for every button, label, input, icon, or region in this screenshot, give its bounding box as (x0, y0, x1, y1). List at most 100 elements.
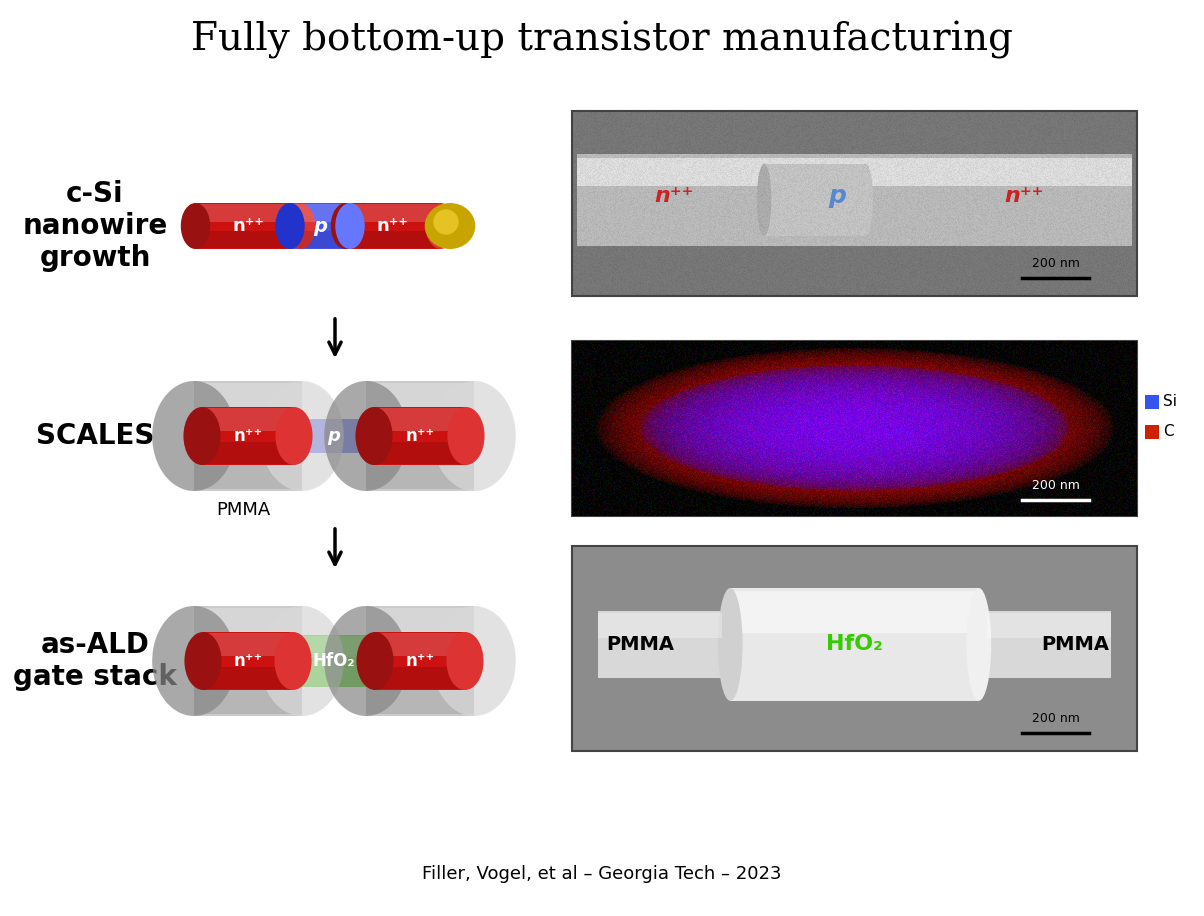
Text: HfO₂: HfO₂ (826, 635, 883, 654)
Polygon shape (987, 611, 1111, 678)
Polygon shape (987, 613, 1111, 638)
Polygon shape (294, 636, 374, 657)
Ellipse shape (324, 606, 408, 716)
Bar (1145, 395, 1159, 409)
Polygon shape (598, 613, 722, 638)
Ellipse shape (324, 381, 408, 491)
Text: C: C (1163, 424, 1174, 439)
FancyBboxPatch shape (572, 341, 1137, 516)
Text: n⁺⁺: n⁺⁺ (406, 427, 435, 445)
Ellipse shape (276, 203, 305, 249)
Polygon shape (765, 164, 866, 236)
Polygon shape (294, 635, 374, 687)
Polygon shape (194, 383, 302, 425)
Ellipse shape (276, 407, 313, 465)
Polygon shape (203, 633, 293, 657)
Ellipse shape (275, 632, 312, 690)
Text: Fully bottom-up transistor manufacturing: Fully bottom-up transistor manufacturing (191, 21, 1013, 59)
Ellipse shape (356, 632, 394, 690)
Ellipse shape (448, 407, 484, 465)
Text: PMMA: PMMA (1040, 635, 1109, 654)
Polygon shape (366, 606, 474, 716)
Ellipse shape (335, 203, 365, 249)
Bar (1145, 424, 1159, 439)
Polygon shape (366, 381, 474, 491)
Ellipse shape (260, 381, 344, 491)
Polygon shape (366, 447, 474, 489)
Polygon shape (346, 203, 441, 249)
Ellipse shape (432, 381, 515, 491)
Polygon shape (577, 154, 1132, 246)
Ellipse shape (447, 632, 484, 690)
Ellipse shape (152, 381, 236, 491)
Text: n⁺⁺: n⁺⁺ (234, 652, 262, 670)
Polygon shape (374, 632, 465, 690)
Polygon shape (366, 672, 474, 714)
Polygon shape (577, 158, 1132, 186)
Polygon shape (203, 632, 293, 690)
Polygon shape (730, 592, 979, 633)
Ellipse shape (152, 606, 236, 716)
Ellipse shape (425, 203, 476, 249)
Polygon shape (195, 231, 301, 248)
Text: Filler, Vogel, et al – Georgia Tech – 2023: Filler, Vogel, et al – Georgia Tech – 20… (423, 865, 781, 883)
Ellipse shape (285, 203, 315, 249)
Polygon shape (290, 231, 350, 248)
Text: Si: Si (1163, 394, 1178, 409)
Text: n⁺⁺: n⁺⁺ (406, 652, 435, 670)
Polygon shape (202, 442, 294, 463)
Text: n⁺⁺: n⁺⁺ (1004, 186, 1044, 206)
Ellipse shape (432, 606, 515, 716)
Ellipse shape (365, 635, 383, 687)
Text: p: p (327, 427, 341, 445)
Polygon shape (290, 204, 350, 223)
Ellipse shape (426, 203, 455, 249)
Polygon shape (194, 447, 302, 489)
Ellipse shape (183, 407, 220, 465)
Ellipse shape (355, 407, 393, 465)
FancyBboxPatch shape (572, 546, 1137, 751)
Polygon shape (366, 383, 474, 425)
Ellipse shape (260, 606, 344, 716)
Text: as-ALD
gate stack: as-ALD gate stack (13, 631, 177, 692)
Polygon shape (202, 409, 294, 431)
Polygon shape (374, 407, 466, 465)
Ellipse shape (284, 635, 303, 687)
Text: PMMA: PMMA (216, 501, 270, 519)
Polygon shape (294, 419, 374, 453)
Polygon shape (202, 407, 294, 465)
Ellipse shape (718, 588, 743, 701)
Ellipse shape (433, 210, 459, 234)
Polygon shape (203, 667, 293, 689)
Polygon shape (374, 633, 465, 657)
Text: p: p (313, 216, 327, 235)
Ellipse shape (181, 203, 211, 249)
Polygon shape (374, 442, 466, 463)
Text: n⁺⁺: n⁺⁺ (232, 217, 264, 235)
Ellipse shape (184, 632, 222, 690)
Polygon shape (194, 672, 302, 714)
Ellipse shape (858, 164, 873, 236)
Text: c-Si
nanowire
growth: c-Si nanowire growth (23, 180, 167, 272)
FancyBboxPatch shape (572, 111, 1137, 296)
Ellipse shape (367, 419, 380, 453)
Ellipse shape (288, 419, 301, 453)
Polygon shape (194, 381, 302, 491)
Text: n⁺⁺: n⁺⁺ (377, 217, 409, 235)
Text: PMMA: PMMA (606, 635, 674, 654)
Text: n⁺⁺: n⁺⁺ (234, 427, 262, 445)
Text: 200 nm: 200 nm (1032, 257, 1080, 270)
Text: HfO₂: HfO₂ (313, 652, 355, 670)
Text: 200 nm: 200 nm (1032, 479, 1080, 492)
Polygon shape (290, 203, 350, 249)
Ellipse shape (967, 588, 991, 701)
Text: 200 nm: 200 nm (1032, 712, 1080, 725)
Polygon shape (598, 611, 722, 678)
Polygon shape (195, 204, 301, 223)
Polygon shape (346, 231, 441, 248)
Polygon shape (374, 667, 465, 689)
Polygon shape (366, 608, 474, 650)
Polygon shape (374, 409, 466, 431)
Text: n⁺⁺: n⁺⁺ (654, 186, 694, 206)
Text: p: p (828, 184, 846, 208)
